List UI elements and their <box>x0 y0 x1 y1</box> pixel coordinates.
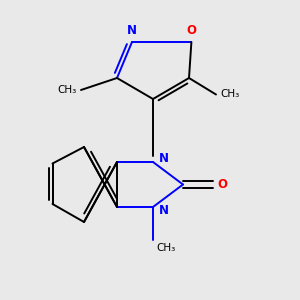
Text: CH₃: CH₃ <box>57 85 76 95</box>
Text: CH₃: CH₃ <box>220 89 240 100</box>
Text: N: N <box>158 203 168 217</box>
Text: O: O <box>186 24 197 37</box>
Text: N: N <box>127 24 137 37</box>
Text: O: O <box>218 178 227 191</box>
Text: CH₃: CH₃ <box>157 243 176 253</box>
Text: N: N <box>158 152 168 165</box>
